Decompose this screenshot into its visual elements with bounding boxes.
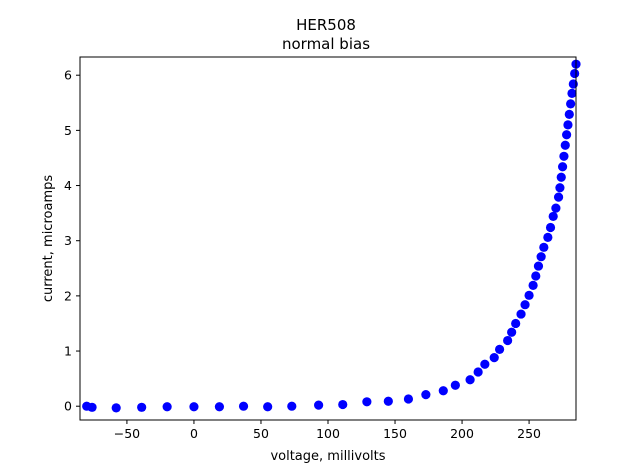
- data-point: [438, 386, 448, 396]
- data-point: [403, 394, 414, 404]
- y-axis-label: current, microamps: [41, 175, 56, 302]
- data-point: [189, 402, 199, 412]
- data-point: [536, 252, 546, 262]
- data-point: [214, 402, 225, 412]
- data-point: [162, 402, 172, 412]
- data-point: [545, 222, 556, 233]
- data-point: [524, 290, 534, 300]
- data-point: [507, 327, 517, 337]
- data-point: [564, 109, 574, 119]
- data-point: [533, 261, 544, 271]
- data-point: [238, 401, 249, 411]
- y-tick-label: 4: [64, 178, 72, 193]
- data-point: [562, 130, 572, 140]
- y-tick-label: 0: [64, 399, 72, 414]
- data-point: [473, 367, 483, 377]
- data-point: [338, 399, 348, 410]
- data-point: [480, 359, 490, 369]
- x-tick-label: 200: [450, 426, 474, 441]
- data-point: [450, 380, 460, 390]
- data-point: [555, 183, 565, 193]
- data-point: [539, 242, 549, 252]
- data-point: [383, 396, 393, 406]
- data-point: [489, 353, 499, 363]
- chart-title: HER508: [296, 16, 356, 34]
- data-point: [465, 375, 475, 385]
- data-point: [560, 140, 570, 150]
- data-points: [82, 59, 581, 413]
- data-point: [137, 402, 147, 412]
- data-point: [494, 344, 505, 354]
- data-point: [543, 232, 553, 242]
- plot-frame: [79, 56, 577, 421]
- data-point: [563, 120, 573, 130]
- x-tick-label: 100: [316, 426, 340, 441]
- chart-subtitle: normal bias: [282, 35, 370, 53]
- x-tick-label: 250: [517, 426, 541, 441]
- data-point: [503, 335, 513, 346]
- data-point: [553, 192, 564, 202]
- data-point: [287, 401, 297, 411]
- data-point: [314, 400, 324, 410]
- data-point: [559, 151, 569, 161]
- x-tick-label: 150: [383, 426, 407, 441]
- data-point: [568, 79, 578, 89]
- data-point: [511, 318, 521, 329]
- y-tick-label: 6: [64, 68, 72, 83]
- data-point: [263, 402, 273, 412]
- x-tick-label: 0: [190, 426, 198, 441]
- data-point: [111, 403, 121, 413]
- data-point: [528, 280, 538, 290]
- data-point: [520, 300, 530, 310]
- x-tick-label: 50: [253, 426, 269, 441]
- data-point: [548, 211, 558, 222]
- data-point: [516, 309, 526, 319]
- data-point: [570, 68, 580, 79]
- data-point: [556, 172, 566, 182]
- y-tick-label: 2: [64, 288, 72, 303]
- y-tick-label: 3: [64, 233, 72, 248]
- x-tick-label: −50: [114, 426, 140, 441]
- data-point: [362, 397, 372, 407]
- y-tick-label: 1: [64, 344, 72, 359]
- data-point: [87, 402, 97, 412]
- data-point: [531, 271, 541, 281]
- x-axis-label: voltage, millivolts: [270, 449, 385, 464]
- data-point: [567, 88, 577, 99]
- data-point: [557, 162, 568, 172]
- data-point: [551, 203, 561, 213]
- y-tick-label: 5: [64, 123, 72, 138]
- data-point: [566, 99, 576, 109]
- data-point: [421, 390, 431, 400]
- axis-ticks: −50 0 50 100 150 200 250 0 1 2 3 4 5 6: [64, 68, 541, 441]
